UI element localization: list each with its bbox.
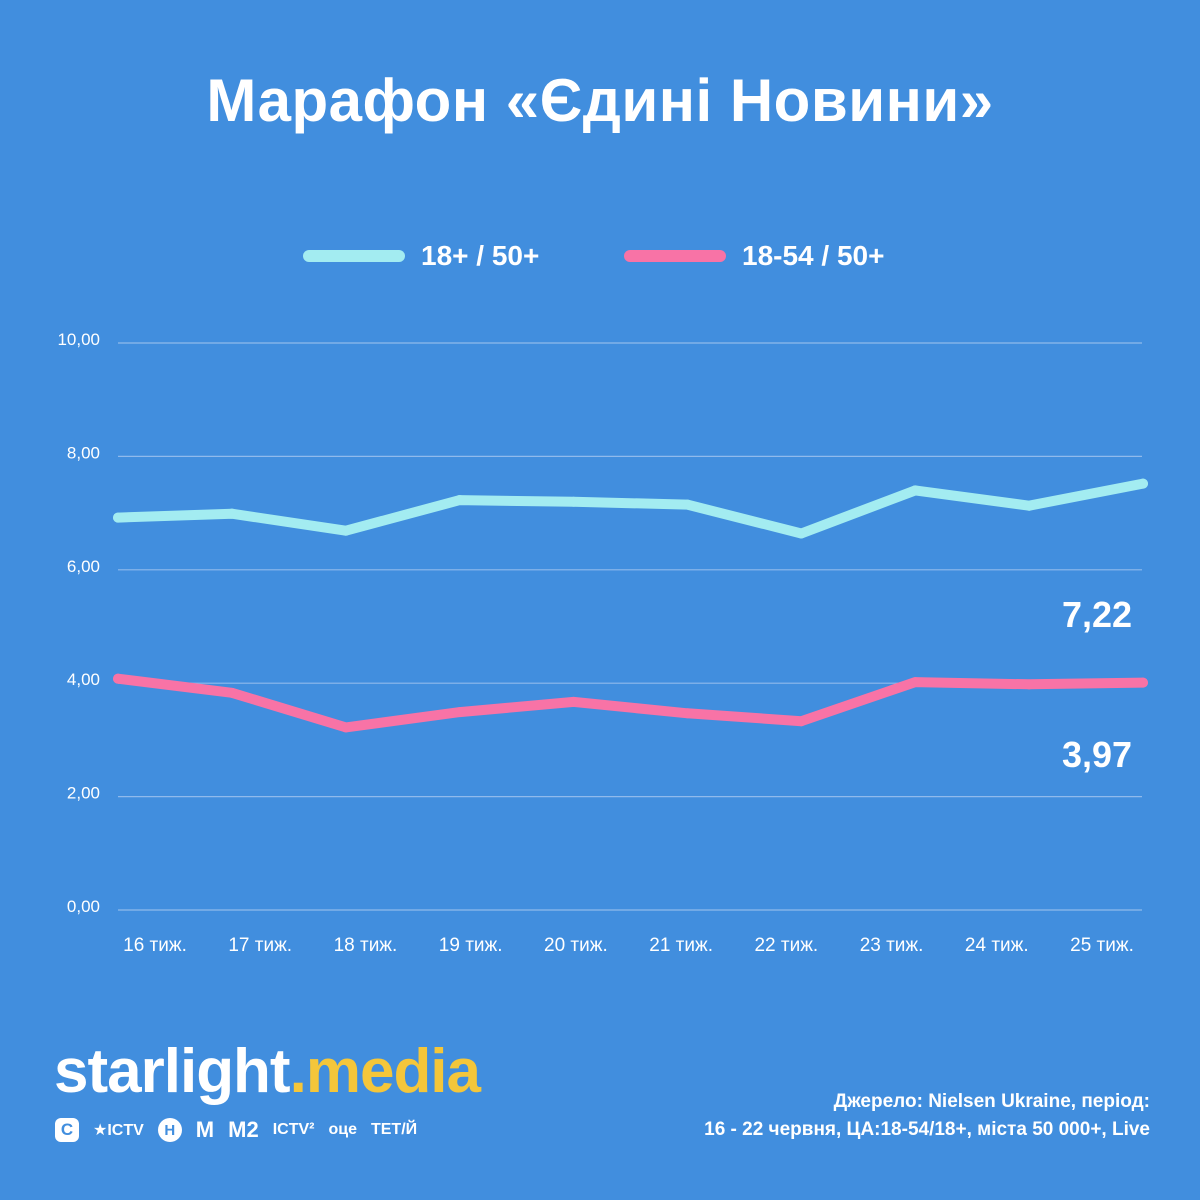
data-point-1-2: [340, 722, 351, 733]
annotation-18-54-value: 3,97: [1062, 734, 1133, 775]
annotation-18plus-value: 7,22: [1062, 594, 1133, 635]
channel-logo-m2: М2: [228, 1117, 259, 1142]
x-tick-label: 22 тиж.: [754, 935, 818, 956]
data-point-0-4: [568, 496, 579, 507]
data-point-0-8: [1024, 500, 1035, 511]
source-line-1: Джерело: Nielsen Ukraine, період:: [833, 1091, 1150, 1112]
logo-brand: starlight: [54, 1037, 291, 1106]
y-tick-label: 10,00: [57, 330, 100, 349]
channel-logo-ictv2: ICTV²: [272, 1121, 315, 1138]
x-tick-label: 19 тиж.: [439, 935, 503, 956]
y-tick-label: 2,00: [67, 784, 100, 803]
data-point-0-9: [1138, 478, 1148, 489]
y-tick-label: 8,00: [67, 443, 100, 462]
y-tick-label: 4,00: [67, 670, 100, 689]
x-tick-label: 18 тиж.: [334, 935, 398, 956]
x-tick-label: 21 тиж.: [649, 935, 713, 956]
source-line-2: 16 - 22 червня, ЦА:18-54/18+, міста 50 0…: [704, 1119, 1150, 1140]
data-point-0-1: [226, 508, 237, 519]
x-tick-label: 24 тиж.: [965, 935, 1029, 956]
x-tick-label: 16 тиж.: [123, 935, 187, 956]
data-point-0-5: [682, 499, 693, 510]
legend-swatch-18plus: [303, 250, 405, 262]
data-point-0-6: [796, 528, 807, 539]
legend-label-18plus: 18+ / 50+: [421, 240, 540, 271]
channel-logo-ictv: ★ICTV: [93, 1122, 144, 1139]
data-point-0-7: [910, 485, 921, 496]
x-tick-label: 17 тиж.: [228, 935, 292, 956]
logo-dot: .: [289, 1037, 307, 1106]
legend-label-18-54: 18-54 / 50+: [742, 240, 885, 271]
channel-logo-tet: ТЕТ/Й: [370, 1121, 418, 1138]
x-tick-label: 23 тиж.: [860, 935, 924, 956]
logo-suffix: media: [305, 1037, 481, 1106]
x-tick-label: 20 тиж.: [544, 935, 608, 956]
x-tick-label: 25 тиж.: [1070, 935, 1134, 956]
source-note: Джерело: Nielsen Ukraine, період: 16 - 2…: [704, 1088, 1150, 1144]
data-point-1-6: [796, 716, 807, 727]
channel-logos: С ★ICTV Н М М2 ICTV² оце ТЕТ/Й: [55, 1116, 417, 1144]
starlight-media-logo: starlight.media: [54, 1036, 481, 1107]
legend-swatch-18-54: [624, 250, 726, 262]
series-line-1: [113, 673, 1148, 733]
y-tick-label: 0,00: [67, 897, 100, 916]
data-point-1-3: [454, 707, 465, 718]
data-point-1-5: [682, 708, 693, 719]
data-point-1-9: [1138, 677, 1148, 688]
data-point-1-4: [568, 696, 579, 707]
chart-title: Марафон «Єдині Новини»: [206, 67, 994, 134]
data-point-0-2: [340, 525, 351, 536]
channel-logo-otse: оце: [328, 1121, 357, 1138]
data-point-1-8: [1024, 679, 1035, 690]
data-point-1-7: [910, 677, 921, 688]
legend: 18+ / 50+ 18-54 / 50+: [0, 236, 1200, 276]
y-tick-label: 6,00: [67, 557, 100, 576]
series-line-0: [113, 478, 1148, 539]
channel-logo-c: С: [55, 1118, 79, 1142]
data-point-0-3: [454, 495, 465, 506]
data-point-0-0: [113, 512, 123, 523]
data-point-1-0: [113, 673, 123, 684]
data-point-1-1: [226, 687, 237, 698]
channel-logo-novyi: Н: [157, 1118, 182, 1142]
channel-logo-m1: М: [195, 1117, 215, 1142]
